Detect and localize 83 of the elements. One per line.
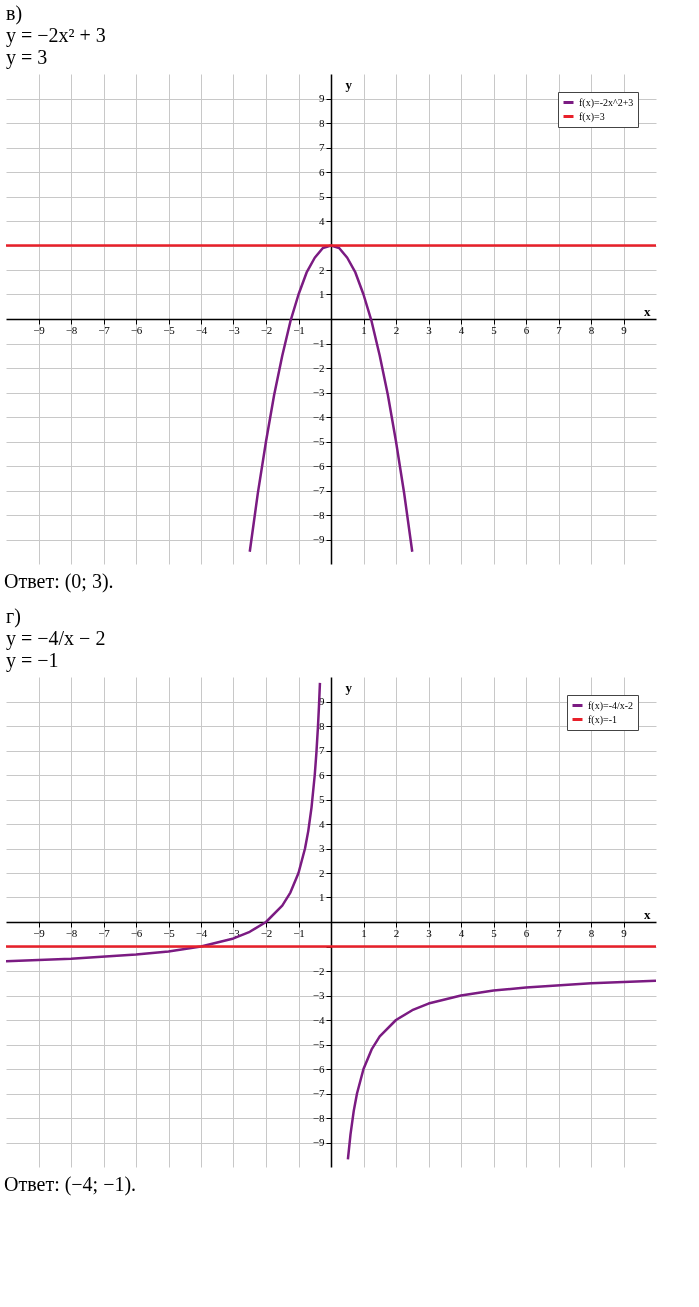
line-series [248, 244, 414, 553]
x-tick-label: 2 [393, 323, 400, 336]
x-tick-label: 5 [491, 323, 498, 336]
x-tick-label: 8 [588, 323, 595, 336]
y-tick-label: −2 [312, 964, 325, 977]
y-tick-label: −8 [312, 508, 325, 521]
x-tick-label: 9 [621, 926, 628, 939]
y-tick-label: 1 [319, 891, 325, 903]
y-tick-label: 7 [319, 141, 325, 153]
y-tick-label: −3 [312, 386, 325, 398]
x-tick-label: −9 [33, 926, 46, 939]
legend-label: f(x)=-2x^2+3 [579, 96, 634, 109]
x-tick-label: 9 [621, 323, 628, 336]
y-tick-label: −7 [312, 484, 325, 496]
text: Ответ: (0; 3). [3, 569, 115, 595]
y-tick-label: 7 [319, 744, 325, 756]
x-tick-label: 2 [393, 926, 400, 939]
chart-title: г) [6, 605, 21, 628]
x-tick-label: −6 [130, 926, 143, 939]
y-tick-label: −6 [312, 459, 325, 472]
x-tick-label: 4 [458, 323, 465, 336]
y-axis-title: y [345, 76, 353, 92]
text: Ответ: (−4; −1). [3, 1172, 138, 1198]
y-tick-label: −2 [312, 361, 325, 374]
y-tick-label: −9 [312, 1136, 325, 1148]
x-tick-label: 7 [556, 926, 563, 939]
x-axis-title: x [644, 906, 651, 922]
x-tick-label: −5 [163, 926, 176, 939]
x-tick-label: −2 [260, 926, 273, 939]
y-tick-label: 8 [319, 116, 325, 129]
y-tick-label: −5 [312, 435, 325, 447]
y-tick-label: 4 [319, 817, 325, 830]
y-tick-label: −7 [312, 1087, 325, 1099]
y-tick-label: 1 [319, 288, 325, 300]
x-axis-title: x [644, 303, 651, 319]
chart-title: в) [6, 2, 23, 25]
y-tick-label: 5 [319, 190, 325, 202]
y-tick-label: 5 [319, 793, 325, 805]
x-tick-label: 7 [556, 323, 563, 336]
x-tick-label: −2 [260, 323, 273, 336]
y-tick-label: −5 [312, 1038, 325, 1050]
y-tick-label: −8 [312, 1111, 325, 1124]
y-tick-label: −1 [312, 337, 325, 349]
y-tick-label: 9 [319, 92, 325, 104]
x-tick-label: −4 [195, 926, 208, 939]
y-tick-label: −3 [312, 989, 325, 1001]
x-tick-label: 3 [426, 323, 433, 336]
x-tick-label: −4 [195, 323, 208, 336]
y-tick-label: 4 [319, 214, 325, 227]
x-tick-label: 4 [458, 926, 465, 939]
y-tick-label: 6 [319, 768, 325, 781]
legend-label: f(x)=-1 [588, 713, 617, 726]
y-tick-label: 2 [319, 866, 325, 879]
x-tick-label: −8 [65, 926, 78, 939]
y-tick-label: 8 [319, 719, 325, 732]
x-tick-label: 5 [491, 926, 498, 939]
x-tick-label: 6 [523, 323, 530, 336]
legend-label: f(x)=3 [579, 110, 605, 123]
y-tick-label: −9 [312, 533, 325, 545]
x-tick-label: 8 [588, 926, 595, 939]
y-tick-label: −4 [312, 410, 325, 423]
x-tick-label: −8 [65, 323, 78, 336]
x-tick-label: 6 [523, 926, 530, 939]
x-tick-label: −7 [98, 323, 111, 336]
x-tick-label: −5 [163, 323, 176, 336]
chart-subtitle: y = −4/x − 2 y = −1 [6, 627, 106, 672]
x-tick-label: −6 [130, 323, 143, 336]
legend-label: f(x)=-4/x-2 [588, 699, 634, 712]
y-axis-title: y [345, 679, 353, 695]
y-tick-label: −4 [312, 1013, 325, 1026]
x-tick-label: −1 [293, 926, 305, 939]
x-tick-label: −3 [228, 323, 241, 336]
y-tick-label: 2 [319, 263, 325, 276]
x-tick-label: −1 [293, 323, 305, 336]
x-tick-label: 1 [361, 926, 367, 939]
x-tick-label: −9 [33, 323, 46, 336]
chart-subtitle: y = −2x² + 3 y = 3 [6, 24, 106, 69]
y-tick-label: −6 [312, 1062, 325, 1075]
y-tick-label: 3 [319, 842, 325, 854]
x-tick-label: 3 [426, 926, 433, 939]
x-tick-label: 1 [361, 323, 367, 336]
x-tick-label: −7 [98, 926, 111, 939]
y-tick-label: 6 [319, 165, 325, 178]
